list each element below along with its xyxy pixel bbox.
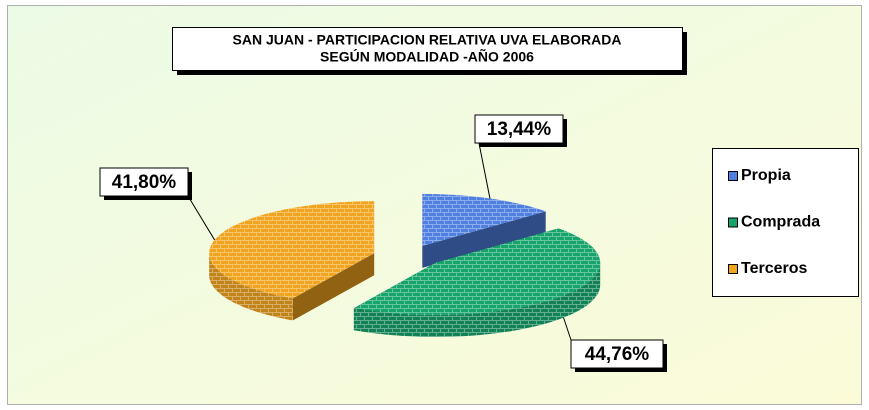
legend-swatch <box>728 217 738 228</box>
slice-texture <box>353 228 601 315</box>
pie <box>209 193 601 337</box>
legend-label: Comprada <box>741 214 820 231</box>
labels: 13,44% 44,76% 41,80% <box>99 114 667 372</box>
legend-label: Terceros <box>741 260 808 277</box>
chart-title: SEGÚN MODALIDAD -AÑO 2006 <box>320 48 534 65</box>
legend-label: Propia <box>741 167 791 184</box>
legend: Propia Comprada Terceros <box>728 167 820 277</box>
data-label: 13,44% <box>487 119 552 140</box>
slice-wall-texture <box>209 253 293 321</box>
label-box <box>99 167 189 197</box>
slice-wall-texture <box>353 262 601 337</box>
label-box <box>474 114 564 144</box>
leader-line <box>187 195 216 241</box>
chart-title: SAN JUAN - PARTICIPACION RELATIVA UVA EL… <box>233 32 622 48</box>
leader-line <box>563 317 572 341</box>
legend-swatch <box>728 171 738 181</box>
data-label: 41,80% <box>112 172 177 193</box>
slice-texture <box>209 201 375 299</box>
slice-texture <box>422 193 546 246</box>
legend-swatch <box>728 264 738 274</box>
slice <box>209 201 375 321</box>
slice-side <box>292 253 375 321</box>
slice <box>422 193 546 268</box>
label-box <box>570 339 664 369</box>
slice <box>353 228 601 337</box>
title-box <box>172 27 683 71</box>
data-label: 44,76% <box>585 344 650 365</box>
slice-side <box>422 211 546 268</box>
